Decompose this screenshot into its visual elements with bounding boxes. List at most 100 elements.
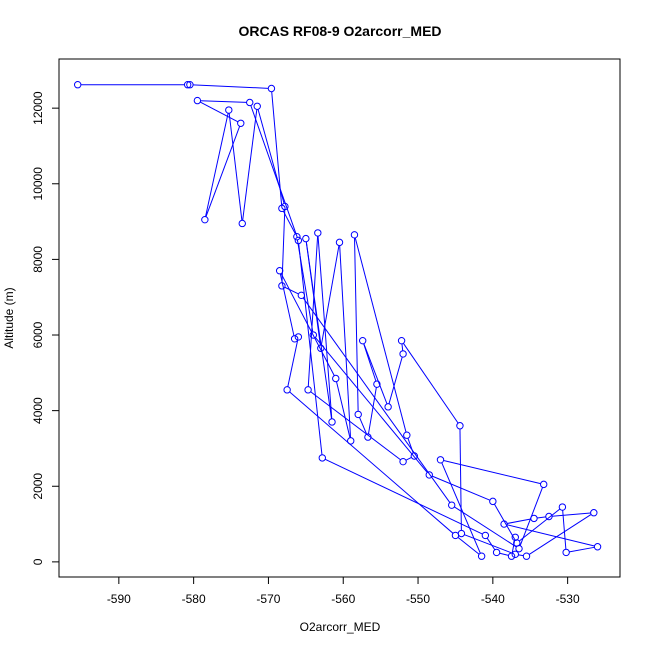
data-point [201,215,209,224]
data-point [309,331,318,339]
series-segment [507,518,531,524]
data-point [593,543,602,551]
series-segment [569,546,595,553]
data-point [297,291,306,300]
data-point [522,552,531,560]
series-segment [494,503,516,541]
series-segment [354,238,359,412]
data-point [314,229,322,237]
data-point [364,433,372,441]
data-point [399,350,407,358]
series-segment [367,387,377,435]
y-tick-label: 4000 [31,397,45,424]
plot-frame [58,58,621,578]
series-segment [359,417,368,435]
data-point [275,267,284,275]
x-tick-label: -550 [406,592,430,606]
data-point [302,234,310,243]
series-segment [401,343,404,351]
y-axis-label: Altitude (m) [2,287,16,348]
y-axis: 0 2000 4000 6000 8000 10000 12000 [31,91,59,565]
data-point [530,514,538,523]
data-point [511,533,519,541]
data-point [335,238,344,247]
series-segment [528,514,592,555]
series-segment [242,109,258,221]
data-point [410,452,418,460]
data-point [481,531,490,540]
data-point [237,119,245,127]
series-segment [228,113,243,221]
data-point [558,503,567,511]
series-segment [499,552,509,556]
data-point [238,219,246,228]
series-segment [454,506,517,548]
series-segment [336,381,351,438]
data-point [354,410,362,419]
data-point [489,497,497,506]
data-point [328,418,336,426]
data-point [477,552,486,560]
data-point [186,81,194,89]
data-point [540,480,548,489]
y-tick-label: 0 [31,558,45,565]
series-layer [74,81,602,560]
data-point [283,386,291,394]
series-segment [507,524,595,547]
series-segment [289,391,454,534]
y-tick-label: 6000 [31,321,45,348]
data-point [515,544,523,553]
x-tick-label: -570 [256,592,280,606]
data-point [332,374,340,383]
data-point [193,96,202,105]
data-point [507,552,516,560]
series-segment [552,512,591,517]
series-segment [193,84,269,89]
data-point [397,336,406,345]
data-point [278,282,286,290]
series-segment [464,534,513,554]
data-point [281,202,289,211]
data-point [384,403,392,411]
data-point [347,437,355,445]
series-segment [405,457,412,461]
data-point [253,102,261,110]
series-segment [457,537,480,555]
data-point [294,333,303,341]
series-segment [537,516,546,519]
series-segment [363,343,388,405]
data-point [403,431,411,439]
data-point [293,233,301,241]
series-segment [287,339,299,387]
data-point [74,81,82,89]
x-tick-label: -580 [182,592,206,606]
data-point [304,386,312,394]
series-segment [354,237,407,433]
series-segment [402,343,459,424]
series-segment [250,105,298,238]
y-tick-label: 2000 [31,473,45,500]
series-segment [205,113,229,217]
series-segment [339,245,352,438]
data-point [225,106,233,114]
data-point [373,380,381,388]
series-segment [282,210,296,235]
x-tick-label: -590 [107,592,131,606]
series-segment [562,510,567,550]
series-segment [363,343,377,382]
data-point [317,344,325,352]
data-point [183,81,192,89]
x-tick-label: -530 [556,592,580,606]
series-segment [441,462,481,554]
series-segment [302,297,451,503]
series-segment [200,100,247,103]
data-point [425,471,433,479]
data-point [590,509,598,517]
x-axis-label: O2arcorr_MED [300,620,381,634]
series-segment [324,458,483,535]
series-segment [271,91,283,206]
series-segment [486,537,496,551]
series-segment [199,101,239,123]
chart-title: ORCAS RF08-9 O2arcorr_MED [238,23,441,39]
